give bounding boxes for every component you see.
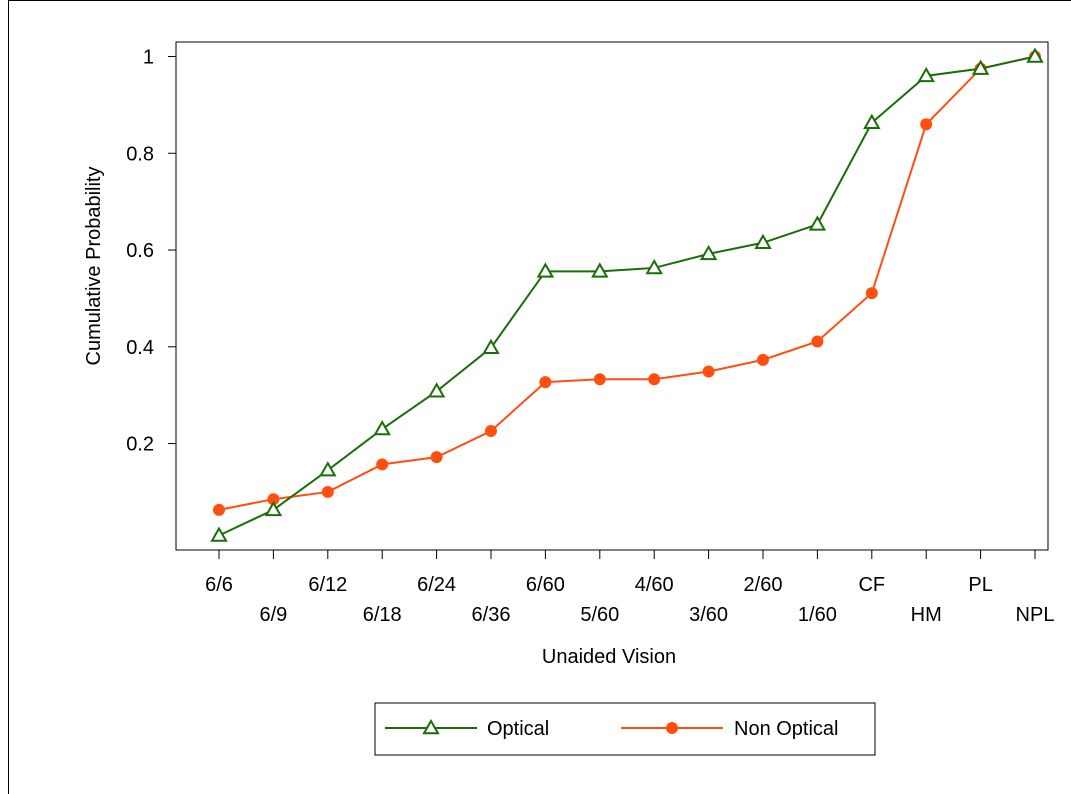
data-point-non-optical (702, 365, 715, 378)
x-axis-title: Unaided Vision (542, 646, 676, 668)
series-layer (210, 47, 1044, 542)
y-tick-label: 0.4 (126, 337, 154, 359)
data-point-optical (1026, 47, 1044, 63)
y-tick-label: 0.8 (126, 143, 154, 165)
x-tick-label: PL (968, 574, 992, 596)
legend-item-non-optical: Non Optical (621, 718, 839, 740)
legend-label: Optical (487, 718, 549, 740)
data-point-non-optical (757, 353, 769, 366)
data-point-non-optical (213, 503, 225, 516)
data-point-optical (536, 262, 555, 278)
y-axis-title: Cumulative Probability (83, 167, 105, 366)
data-point-non-optical (865, 287, 878, 300)
x-tick-label: NPL (1016, 604, 1055, 626)
x-tick-label: 4/60 (635, 574, 674, 596)
data-point-non-optical (485, 424, 497, 437)
data-point-optical (264, 500, 283, 517)
series-non-optical (213, 50, 1041, 516)
x-tick-label: 2/60 (744, 574, 783, 596)
data-point-optical (699, 244, 718, 261)
data-point-optical (917, 66, 935, 83)
x-tick-label: 6/9 (259, 604, 287, 626)
data-point-optical (210, 526, 228, 542)
x-tick-label: 6/6 (205, 574, 233, 596)
data-point-optical (754, 233, 772, 250)
data-point-optical (645, 258, 663, 275)
y-axis: 0.2 0.4 0.6 0.8 1 (126, 47, 176, 456)
legend-box (374, 702, 876, 756)
data-point-optical (863, 113, 881, 130)
x-tick-label: HM (911, 604, 942, 626)
x-tick-label: CF (858, 574, 885, 596)
x-tick-label: 6/60 (526, 574, 565, 596)
x-tick-label: 6/36 (472, 604, 511, 626)
y-tick-label: 0.2 (126, 434, 154, 456)
legend: Optical Non Optical (374, 702, 876, 756)
data-point-non-optical (648, 373, 661, 386)
y-tick-label: 0.6 (126, 240, 154, 262)
legend-swatch-marker (422, 718, 440, 735)
x-tick-label: 6/18 (363, 604, 402, 626)
data-point-non-optical (376, 458, 389, 471)
x-tick-label: 5/60 (580, 604, 619, 626)
data-point-optical (427, 382, 446, 398)
plot-area (175, 41, 1049, 551)
data-point-non-optical (920, 118, 933, 131)
chart-frame (8, 0, 1071, 794)
data-point-optical (373, 420, 391, 436)
data-point-optical (808, 215, 827, 231)
data-point-non-optical (321, 485, 334, 498)
series-line-optical (218, 55, 1036, 537)
x-axis: 6/6 6/9 6/12 6/18 6/24 6/36 6/60 5/60 4/60 3/60 2/… (205, 550, 1054, 626)
y-tick-label: 1 (143, 47, 154, 69)
data-point-optical (591, 262, 609, 278)
data-point-non-optical (430, 451, 443, 464)
series-line-non-optical (218, 55, 1036, 511)
data-point-optical (319, 461, 337, 477)
data-point-optical (971, 59, 990, 75)
data-point-non-optical (593, 373, 606, 386)
data-point-optical (482, 338, 500, 355)
data-point-non-optical (539, 376, 552, 389)
x-tick-label: 6/12 (308, 574, 347, 596)
data-point-non-optical (811, 335, 824, 348)
legend-swatch-marker (666, 722, 678, 734)
x-tick-label: 6/24 (417, 574, 456, 596)
legend-label: Non Optical (734, 718, 839, 740)
series-optical (210, 47, 1044, 542)
legend-item-optical: Optical (385, 718, 549, 740)
x-tick-label: 1/60 (798, 604, 837, 626)
x-tick-label: 3/60 (689, 604, 728, 626)
